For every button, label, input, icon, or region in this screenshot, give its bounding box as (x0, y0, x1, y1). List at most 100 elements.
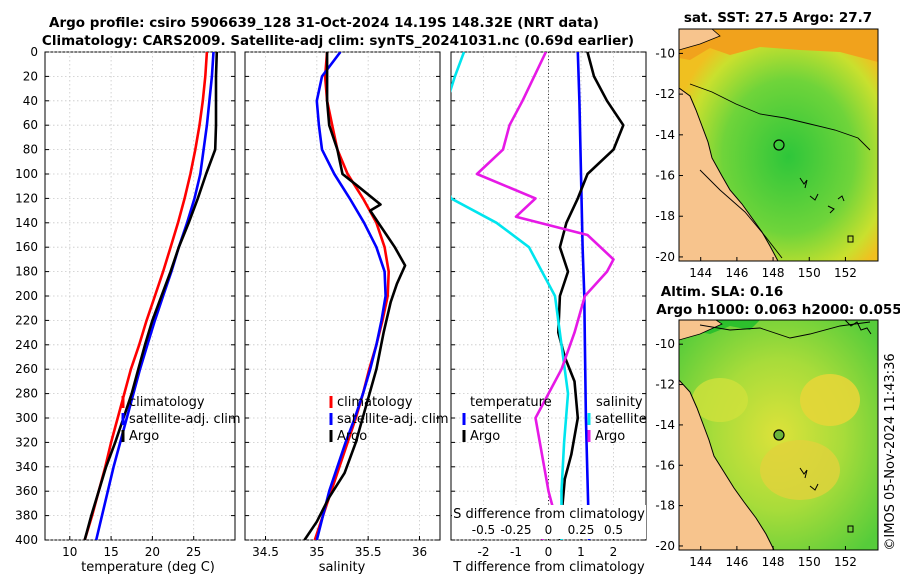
map-x-tick-label: 152 (834, 266, 857, 280)
series-line-s-satellite (451, 52, 570, 540)
sst-island (847, 235, 854, 243)
series-line-satellite-adj-clim (94, 52, 215, 540)
sla-high (800, 374, 860, 426)
legend-climatology: climatology (337, 395, 413, 410)
sla-map-frame (678, 319, 879, 551)
sla-high-3 (692, 378, 748, 422)
depth-tick-label: 380 (15, 509, 38, 523)
legend-satellite: satellite-adj. clim (337, 412, 449, 427)
legend-climatology: climatology (129, 395, 205, 410)
sst-contour-2 (699, 169, 783, 259)
timestamp-credit: ©IMOS 05-Nov-2024 11:43:36 (883, 353, 898, 550)
sla-contour (699, 321, 871, 339)
legend-s-argo: Argo (595, 429, 625, 444)
x-tick-label: 2 (610, 545, 618, 559)
map-x-tick-label: 150 (798, 266, 821, 280)
x-tick-label: 15 (103, 545, 118, 559)
x-tick-label: 10 (62, 545, 77, 559)
depth-tick-label: 360 (15, 484, 38, 498)
depth-tick-label: 240 (15, 338, 38, 352)
sst-argo-position (773, 139, 785, 151)
depth-tick-label: 280 (15, 387, 38, 401)
s-difference-label: S difference from climatology (453, 507, 645, 522)
map-y-tick-label: -12 (655, 378, 675, 392)
salinity-legend: climatology satellite-adj. clim Argo (329, 395, 449, 444)
depth-tick-label: 340 (15, 460, 38, 474)
legend-salinity-heading: salinity (596, 395, 643, 410)
map-x-tick-label: 144 (689, 555, 712, 569)
map-y-tick-label: -18 (655, 209, 675, 223)
sla-high-2 (760, 440, 840, 500)
legend-argo: Argo (337, 429, 367, 444)
temperature-legend: climatology satellite-adj. clim Argo (121, 395, 241, 444)
salinity-xlabel: salinity (319, 560, 366, 575)
sla-argo-position (773, 429, 785, 441)
x-tick-label: 35.5 (355, 545, 382, 559)
depth-tick-label: 60 (23, 118, 38, 132)
series-line-t-argo (556, 52, 625, 540)
legend-satellite: satellite-adj. clim (129, 412, 241, 427)
depth-tick-label: 120 (15, 191, 38, 205)
map-x-tick-label: 146 (725, 555, 748, 569)
depth-tick-label: 40 (23, 94, 38, 108)
series-line-argo (83, 52, 219, 540)
map-y-tick-label: -10 (655, 46, 675, 60)
sla-reefs (799, 467, 819, 491)
sst-warm-region (679, 29, 878, 62)
depth-tick-label: 140 (15, 216, 38, 230)
sst-contour (689, 83, 871, 151)
series-group (83, 52, 219, 540)
s-tick-label: 0.25 (568, 523, 595, 537)
depth-tick-label: 160 (15, 240, 38, 254)
s-tick-label: -0.5 (472, 523, 495, 537)
map-x-tick-label: 148 (762, 555, 785, 569)
sst-map-title: sat. SST: 27.5 Argo: 27.7 (684, 10, 872, 26)
map-y-tick-label: -20 (655, 250, 675, 264)
x-tick-label: -1 (510, 545, 522, 559)
s-axis-background (452, 505, 646, 539)
temperature-plot: 10 15 20 25 (45, 51, 235, 559)
map-x-tick-label: 146 (725, 266, 748, 280)
series-line-climatology (313, 52, 391, 540)
difference-xlabel: T difference from climatology (452, 560, 645, 575)
sla-map-axes: 144 146 148 150 152 -10 -12 -14 -16 -18 -20 (655, 337, 856, 569)
series-group (451, 52, 625, 540)
map-x-tick-label: 150 (798, 555, 821, 569)
x-tick-label: 0 (545, 545, 553, 559)
depth-tick-label: 300 (15, 411, 38, 425)
series-group (303, 52, 407, 540)
depth-tick-label: 400 (15, 533, 38, 547)
sla-island (847, 525, 854, 533)
map-y-tick-label: -20 (655, 539, 675, 553)
legend-argo: Argo (129, 429, 159, 444)
x-tick-label: 35 (309, 545, 324, 559)
map-x-tick-label: 152 (834, 555, 857, 569)
sla-map-title-line2: Argo h1000: 0.063 h2000: 0.055 (656, 302, 900, 318)
legend-s-satellite: satellite (595, 412, 647, 427)
depth-tick-label: 80 (23, 143, 38, 157)
difference-legend: temperature satellite Argo salinity sate… (462, 395, 647, 444)
sst-map-frame (678, 28, 879, 262)
depth-tick-label: 200 (15, 289, 38, 303)
x-tick-label: 34.5 (252, 545, 279, 559)
x-tick-label: 36 (412, 545, 427, 559)
map-x-tick-label: 144 (689, 266, 712, 280)
sst-map-axes: 144 146 148 150 152 -10 -12 -14 -16 -18 -20 (655, 46, 856, 280)
sst-reefs (799, 177, 845, 214)
depth-tick-label: 320 (15, 435, 38, 449)
s-tick-label: 0.5 (604, 523, 623, 537)
legend-t-argo: Argo (470, 429, 500, 444)
series-line-argo (303, 52, 407, 540)
map-y-tick-label: -16 (655, 169, 675, 183)
map-y-tick-label: -14 (655, 418, 675, 432)
x-tick-label: 1 (577, 545, 585, 559)
legend-temperature-heading: temperature (470, 395, 552, 410)
sst-map (678, 28, 879, 262)
depth-axis: 0 20 40 60 80 100 120 140 160 180 200 220 240 260 280 3… (15, 45, 38, 547)
temperature-xlabel: temperature (deg C) (81, 560, 215, 575)
depth-tick-label: 220 (15, 313, 38, 327)
x-tick-label: -2 (478, 545, 490, 559)
sla-map (678, 319, 879, 551)
sla-islands (844, 319, 872, 335)
map-y-tick-label: -16 (655, 458, 675, 472)
